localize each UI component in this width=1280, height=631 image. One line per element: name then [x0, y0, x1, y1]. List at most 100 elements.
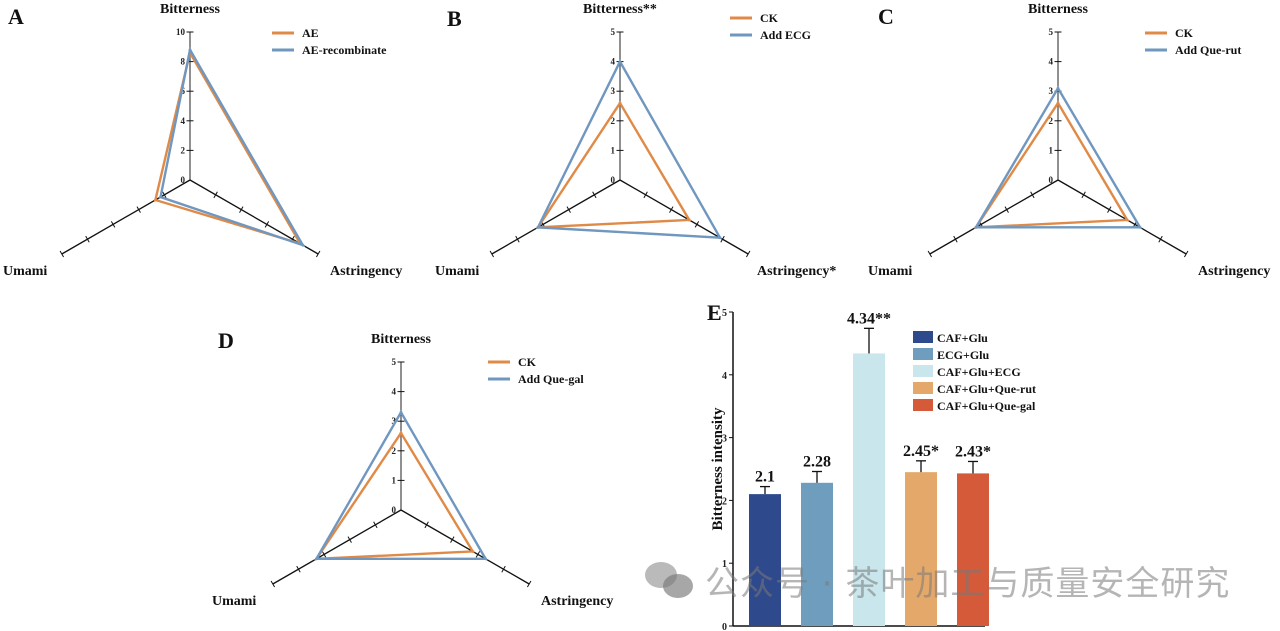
legend-label: CK	[1175, 26, 1194, 40]
y-tick-label: 2	[722, 496, 727, 507]
data-label: 2.1	[755, 469, 775, 486]
data-label: 2.28	[803, 454, 831, 471]
radar-tick	[450, 536, 455, 543]
radar-point	[718, 236, 722, 240]
radar-panel-c: C 0 1 2 3 4 5 Bitterness Astringency Umami CK Add Q…	[868, 2, 1270, 279]
legend-swatch	[913, 365, 933, 377]
radar-tick	[296, 565, 301, 573]
legend-label: Add Que-rut	[1175, 43, 1241, 57]
radar-panel-a: A 0 2 4 6 8 10 Bitterness Astringency Umami AE AE-r…	[3, 2, 402, 279]
radar-tick-label: 4	[1049, 57, 1054, 67]
panel-letter: C	[878, 4, 894, 29]
radar-axis-1	[400, 509, 530, 585]
y-tick-label: 5	[722, 308, 727, 319]
data-label: 4.34**	[847, 310, 891, 327]
panel-letter: B	[447, 6, 462, 31]
watermark: 公众号 · 茶叶加工与质量安全研究	[645, 556, 1230, 605]
y-tick-label: 4	[722, 371, 727, 382]
radar-tick-label: 3	[1049, 86, 1054, 96]
axis-label-umami: Umami	[3, 264, 47, 279]
axis-label-umami: Umami	[435, 264, 479, 279]
axis-label-bitterness: Bitterness	[371, 332, 431, 347]
legend-label: ECG+Glu	[937, 348, 990, 362]
radar-point	[536, 225, 540, 229]
bar-caf-glu-que-rut	[905, 472, 937, 626]
radar-point	[1125, 218, 1129, 222]
radar-point	[1056, 86, 1060, 90]
radar-tick	[475, 551, 481, 558]
radar-tick-label: 1	[392, 475, 397, 485]
radar-tick	[270, 580, 276, 588]
radar-tick	[953, 235, 958, 243]
legend-label: CK	[518, 355, 537, 369]
legend-swatch	[913, 382, 933, 394]
radar-tick	[526, 580, 532, 588]
legend-label: CK	[760, 11, 779, 25]
y-tick-label: 3	[722, 434, 727, 445]
radar-tick	[745, 250, 751, 258]
radar-tick	[162, 191, 167, 199]
radar-axis-1	[619, 179, 749, 255]
radar-tick	[264, 221, 270, 228]
radar-tick	[321, 551, 327, 558]
radar-tick	[373, 521, 378, 529]
legend-label: AE-recombinate	[302, 43, 387, 57]
radar-tick-label: 0	[611, 175, 616, 185]
radar-tick-label: 4	[392, 387, 397, 397]
radar-tick-label: 3	[611, 86, 616, 96]
radar-tick-label: 0	[392, 505, 397, 515]
radar-tick-label: 2	[1049, 116, 1054, 126]
bar-ecg-glu	[801, 482, 833, 626]
radar-tick	[515, 235, 520, 243]
radar-point	[618, 101, 622, 105]
radar-tick-label: 1	[1049, 145, 1054, 155]
radar-tick-label: 5	[611, 27, 616, 37]
legend-label: Add Que-gal	[518, 372, 584, 386]
radar-axis-1	[1057, 179, 1187, 255]
radar-series-ck	[314, 430, 475, 561]
radar-axis-2	[272, 509, 402, 585]
radar-tick	[1030, 191, 1035, 199]
radar-tick	[424, 521, 429, 529]
radar-point	[484, 557, 487, 561]
radar-point	[153, 198, 157, 202]
radar-tick	[110, 221, 116, 228]
radar-tick-label: 2	[181, 145, 186, 155]
radar-series-ae	[153, 49, 303, 246]
legend-label: CAF+Glu+Que-gal	[937, 399, 1036, 413]
radar-tick	[85, 235, 90, 243]
radar-series-add-que-rut	[973, 85, 1143, 229]
radar-tick-label: 5	[1049, 27, 1054, 37]
axis-label-bitterness: Bitterness**	[583, 2, 657, 17]
radar-tick	[1107, 206, 1112, 213]
radar-tick-label: 0	[1049, 175, 1054, 185]
radar-axis-2	[929, 179, 1059, 255]
legend-label: CAF+Glu	[937, 331, 988, 345]
radar-point	[399, 410, 403, 414]
radar-tick-label: 3	[392, 416, 397, 426]
radar-tick-label: 6	[181, 86, 186, 96]
radar-point	[188, 48, 192, 52]
panel-letter: E	[707, 300, 722, 325]
bar-caf-glu-ecg	[853, 353, 885, 626]
radar-point	[1056, 101, 1060, 105]
axis-label-bitterness: Bitterness	[160, 2, 220, 17]
data-label: 2.43*	[955, 443, 991, 460]
radar-point	[1138, 225, 1142, 229]
radar-tick	[927, 250, 933, 258]
radar-tick-label: 2	[611, 116, 616, 126]
radar-tick-label: 4	[181, 116, 186, 126]
axis-label-astringency: Astringency*	[757, 264, 836, 279]
radar-tick	[592, 191, 597, 199]
radar-tick	[213, 191, 218, 199]
watermark-text: 公众号 · 茶叶加工与质量安全研究	[705, 564, 1231, 604]
radar-tick-label: 4	[611, 57, 616, 67]
radar-series-add-que-gal	[314, 409, 488, 561]
radar-tick-label: 8	[181, 57, 186, 67]
axis-label-astringency: Astringency	[330, 264, 402, 279]
radar-tick-label: 1	[611, 145, 616, 155]
radar-series-ae-recombinate	[159, 46, 306, 248]
legend-label: CAF+Glu+Que-rut	[937, 382, 1036, 396]
y-tick-label: 0	[722, 622, 727, 631]
radar-tick	[489, 250, 495, 258]
